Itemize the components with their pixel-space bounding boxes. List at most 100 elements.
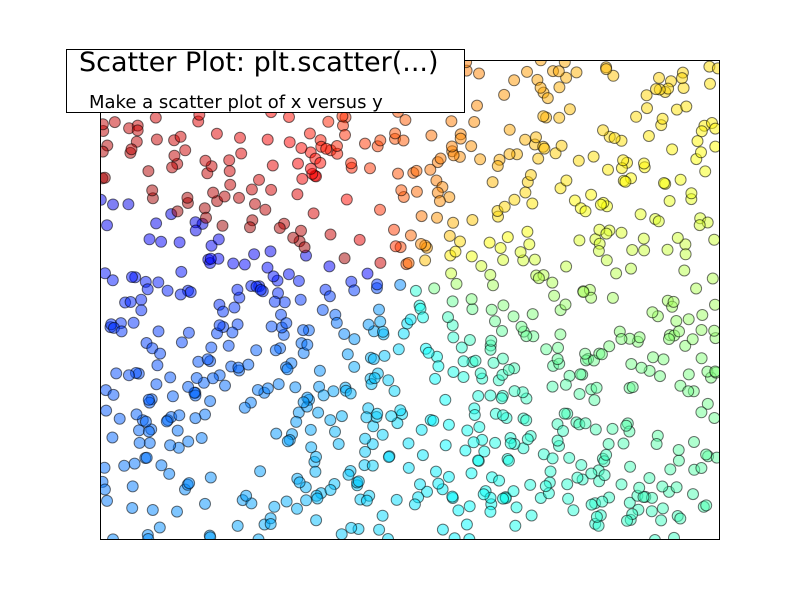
scatter-point [638,157,650,170]
scatter-point [597,124,609,137]
scatter-point [571,471,584,484]
scatter-point [339,129,351,141]
scatter-point [141,283,154,296]
scatter-point [224,178,237,191]
scatter-point [100,483,111,496]
scatter-point [548,289,561,302]
scatter-point [551,434,564,447]
scatter-point [131,124,144,137]
scatter-point [376,428,389,441]
scatter-point [474,367,487,380]
scatter-point [341,348,354,361]
scatter-point [486,176,499,189]
scatter-point [633,481,646,494]
scatter-point [128,457,141,470]
scatter-point [431,211,443,224]
scatter-point [377,325,389,338]
scatter-point [551,353,564,366]
scatter-point [466,303,479,316]
scatter-point [447,216,460,229]
scatter-point [579,417,592,430]
scatter-point [171,205,184,218]
scatter-point [442,418,455,431]
scatter-point [637,232,650,245]
scatter-point [610,267,623,280]
scatter-point [264,245,277,258]
scatter-point [630,110,643,123]
scatter-point [642,130,655,142]
scatter-point [335,410,348,423]
scatter-point [509,519,522,532]
scatter-point [497,299,510,312]
scatter-point [709,365,720,378]
scatter-point [695,125,708,138]
scatter-point [484,505,497,518]
scatter-point [624,460,637,473]
scatter-point [152,276,165,289]
scatter-point [130,408,143,421]
scatter-point [559,378,572,391]
scatter-point [223,154,236,167]
scatter-point [360,494,373,507]
scatter-point [561,478,574,491]
scatter-point [606,291,619,304]
scatter-point [126,480,139,493]
scatter-point [304,162,317,175]
scatter-point [473,421,486,433]
scatter-point [161,284,174,297]
scatter-point [678,264,691,277]
scatter-points [100,60,720,540]
scatter-point [648,534,661,540]
scatter-point [442,311,454,324]
scatter-point [317,389,330,402]
scatter-point [273,222,286,234]
scatter-point [682,385,695,398]
scatter-point [469,354,482,367]
scatter-point [264,518,277,530]
scatter-point [606,422,619,435]
scatter-point [471,99,483,112]
scatter-point [489,315,501,328]
scatter-point [388,385,401,397]
scatter-point [501,231,514,244]
scatter-point [248,248,261,261]
chart-title: Scatter Plot: plt.scatter(...) [79,47,439,78]
scatter-point [402,437,415,450]
scatter-point [472,454,485,467]
scatter-point [125,143,138,156]
scatter-point [445,267,458,280]
scatter-point [706,272,719,285]
scatter-point [251,384,264,396]
scatter-point [560,260,573,273]
scatter-point [483,236,496,249]
scatter-point [679,248,692,261]
scatter-point [371,407,384,420]
scatter-point [307,207,320,220]
scatter-point [699,165,712,178]
scatter-point [600,254,613,267]
scatter-point [294,293,307,306]
scatter-point [173,236,186,249]
scatter-point [233,191,245,204]
scatter-point [491,160,504,172]
scatter-point [133,436,146,449]
scatter-point [496,325,508,337]
scatter-point [693,219,706,232]
scatter-point [445,115,458,128]
scatter-point [113,412,126,425]
scatter-point [218,190,231,203]
scatter-point [520,330,533,343]
scatter-point [270,427,283,440]
scatter-point [602,438,615,450]
scatter-point [620,419,633,432]
scatter-point [600,448,613,461]
scatter-point [297,324,310,337]
scatter-point [514,246,527,259]
scatter-point [439,393,452,406]
scatter-point [478,445,491,458]
scatter-point [459,444,472,457]
scatter-point [463,500,476,513]
scatter-point [107,388,120,401]
scatter-point [227,257,240,270]
scatter-point [558,407,571,420]
